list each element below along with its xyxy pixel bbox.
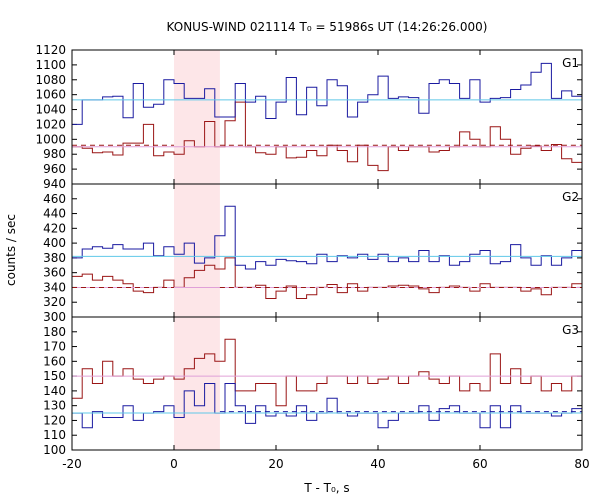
g2-ytick-label: 320 — [43, 295, 66, 309]
g3-ytick-label: 140 — [43, 384, 66, 398]
g2-panel-label: G2 — [562, 190, 579, 204]
burst-interval-shade — [174, 50, 220, 450]
g2-ytick-label: 460 — [43, 192, 66, 206]
g2-ytick-label: 440 — [43, 207, 66, 221]
g1-ytick-label: 960 — [43, 162, 66, 176]
x-axis-label: T - T₀, s — [303, 481, 349, 495]
g1-ytick-label: 1000 — [35, 132, 66, 146]
g2-ytick-label: 340 — [43, 280, 66, 294]
g3-ytick-label: 130 — [43, 399, 66, 413]
g2-ytick-label: 360 — [43, 266, 66, 280]
g2-ytick-label: 300 — [43, 310, 66, 324]
g3-ytick-label: 120 — [43, 413, 66, 427]
g3-panel-label: G3 — [562, 323, 579, 337]
plot-layer: 9409609801000102010401060108011001120G13… — [35, 43, 589, 471]
g2-ytick-label: 420 — [43, 221, 66, 235]
g1-ytick-label: 1080 — [35, 73, 66, 87]
g3-ytick-label: 160 — [43, 354, 66, 368]
g1-ytick-label: 1060 — [35, 88, 66, 102]
g3-ytick-label: 100 — [43, 443, 66, 457]
g1-ytick-label: 1100 — [35, 58, 66, 72]
g1-red-series-line — [72, 101, 582, 172]
g1-ytick-label: 980 — [43, 147, 66, 161]
y-axis-label: counts / sec — [4, 214, 18, 286]
g1-blue-series-line — [72, 62, 582, 125]
g3-ytick-label: 110 — [43, 428, 66, 442]
g3-panel-frame — [71, 316, 583, 451]
g1-ytick-label: 1120 — [35, 43, 66, 57]
g3-blue-series-line — [72, 383, 582, 429]
xtick-label: -20 — [62, 457, 82, 471]
g3-ytick-label: 150 — [43, 369, 66, 383]
g2-blue-series-line — [72, 205, 582, 270]
g1-ytick-label: 1040 — [35, 103, 66, 117]
g2-ytick-label: 400 — [43, 236, 66, 250]
g1-ytick-label: 1020 — [35, 117, 66, 131]
xtick-label: 20 — [268, 457, 283, 471]
g1-panel-label: G1 — [562, 56, 579, 70]
xtick-label: 40 — [370, 457, 385, 471]
g2-ytick-label: 380 — [43, 251, 66, 265]
g3-ytick-label: 180 — [43, 325, 66, 339]
g3-ytick-label: 170 — [43, 340, 66, 354]
xtick-label: 80 — [574, 457, 589, 471]
xtick-label: 0 — [170, 457, 178, 471]
g1-ytick-label: 940 — [43, 177, 66, 191]
xtick-label: 60 — [472, 457, 487, 471]
chart-title: KONUS-WIND 021114 T₀ = 51986s UT (14:26:… — [167, 20, 488, 34]
